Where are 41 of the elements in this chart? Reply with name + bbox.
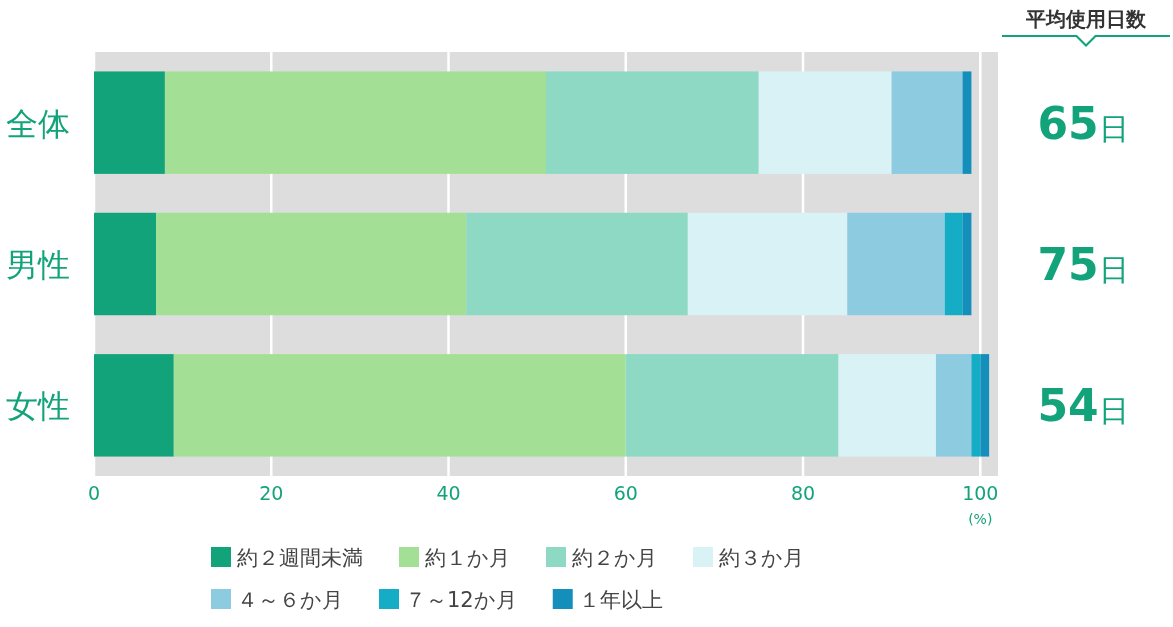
text: 65日 [1037,97,1129,149]
x-tick-label: 100 [962,482,999,504]
bar [971,354,981,457]
bar [758,71,892,174]
bar [962,71,972,174]
x-tick-label: 40 [436,482,461,504]
bar [164,71,546,174]
legend-label: 約２週間未満 [237,546,363,570]
bar [625,354,839,457]
bar [94,212,157,316]
bar [847,212,945,316]
text: (%) [968,511,993,527]
bar [962,212,972,316]
bar [173,354,626,457]
bar [687,212,848,316]
x-tick-label: 0 [87,482,101,504]
bar [891,71,963,174]
y-tick-label: 女性 [6,387,70,426]
bar [156,212,467,316]
text: 75日 [1037,239,1129,290]
legend-label: 約１か月 [425,546,510,570]
bar [980,354,990,457]
y-tick-label: 全体 [6,104,70,143]
text: 平均使用日数 [1025,7,1147,31]
legend-label: 約３か月 [719,546,804,570]
text: 54日 [1037,380,1129,432]
x-tick-label: 60 [613,482,638,504]
bar [94,354,174,457]
bar [944,212,963,316]
bar [466,212,688,316]
x-tick-label: 20 [259,482,284,504]
bar [546,71,759,174]
x-tick-label: 80 [790,482,816,504]
legend-label: ４～６か月 [237,588,343,612]
legend-label: 約２か月 [572,546,657,570]
bar [935,354,972,457]
legend-label: １年以上 [578,588,663,612]
bar [94,71,165,174]
bar [838,354,936,457]
legend-label: ７～12か月 [405,588,517,612]
y-tick-label: 男性 [6,246,70,284]
